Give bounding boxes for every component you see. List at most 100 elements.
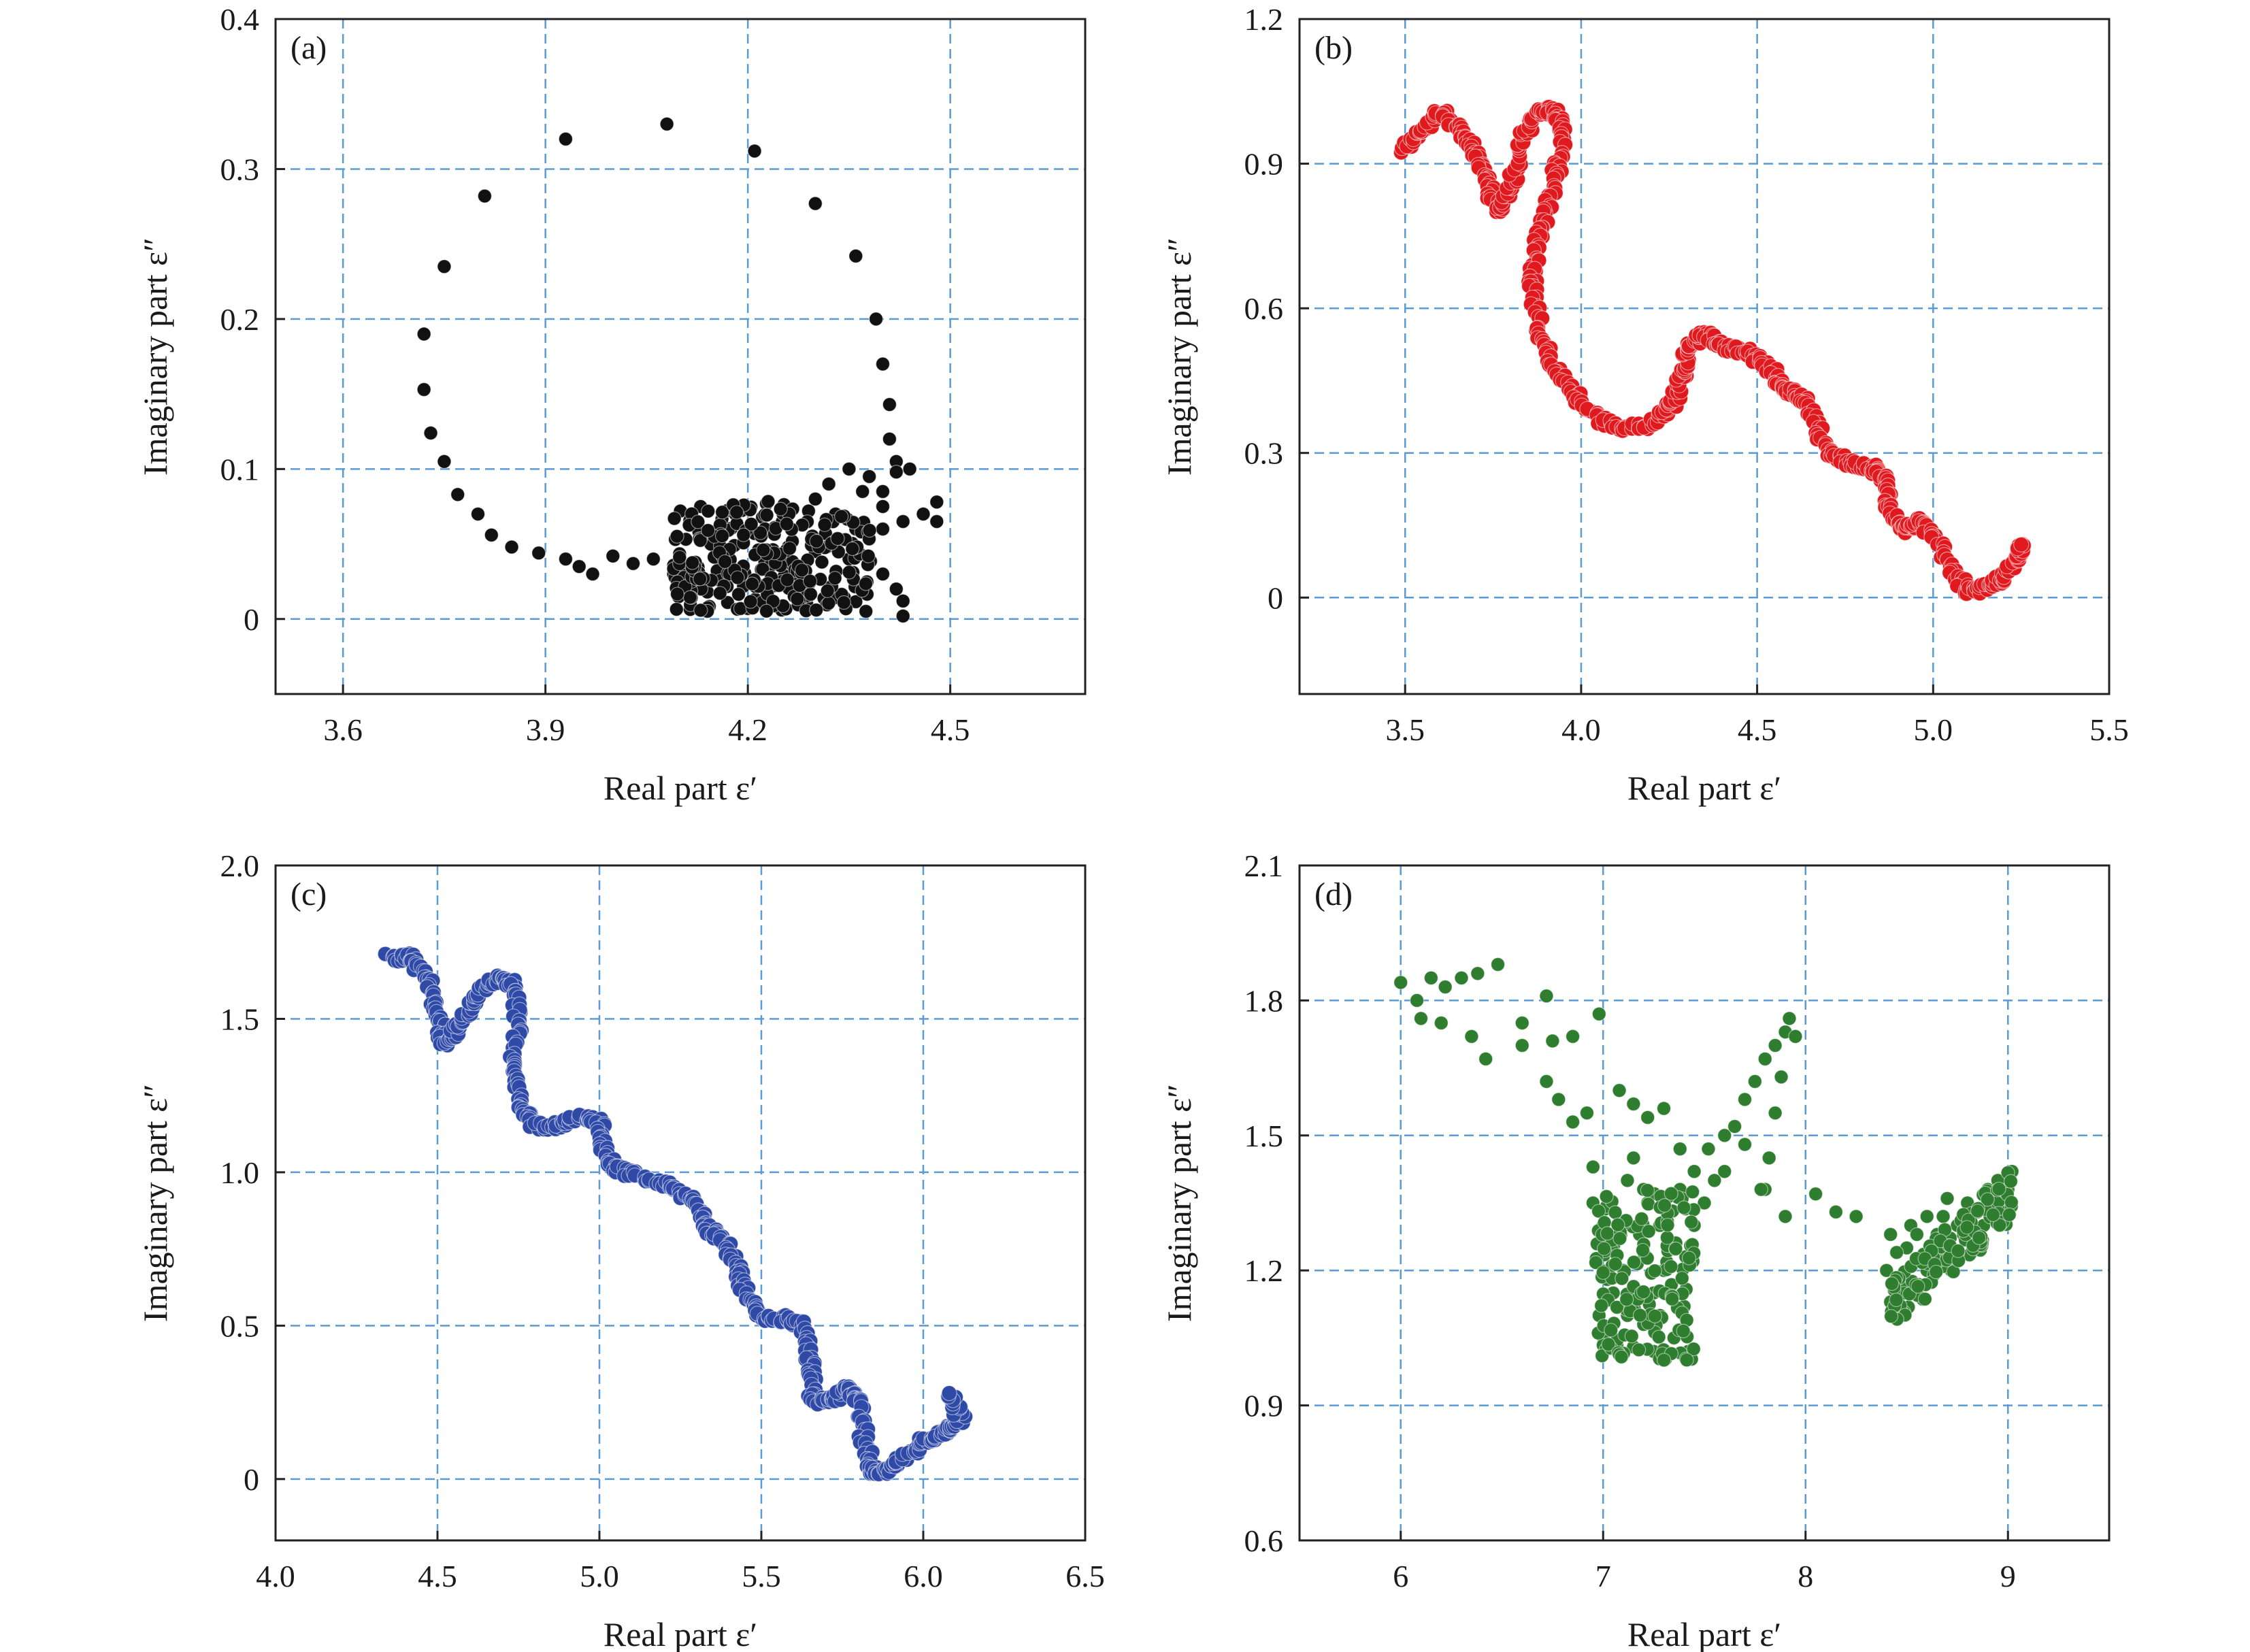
data-point (1619, 1292, 1634, 1307)
data-point (2002, 1207, 2017, 1222)
data-point (845, 541, 860, 557)
data-point (437, 454, 452, 469)
data-point (836, 595, 851, 610)
data-point (693, 603, 708, 618)
data-point (1940, 1191, 1955, 1206)
data-point (1614, 1349, 1629, 1364)
data-point (1681, 1251, 1697, 1266)
data-point (572, 559, 586, 574)
y-axis-label: Imaginary part ε″ (136, 1084, 174, 1322)
plot-frame (1298, 864, 2111, 1542)
data-point (875, 499, 891, 514)
data-point (780, 572, 795, 587)
x-tick-label: 3.6 (323, 712, 363, 747)
data-point (1594, 1298, 1609, 1313)
x-tick-label: 4.5 (931, 712, 970, 747)
data-point (558, 551, 574, 567)
data-point (659, 116, 674, 131)
data-point (761, 494, 776, 509)
data-point (1651, 1329, 1666, 1344)
data-point (646, 551, 661, 567)
x-tick-label: 5.5 (2089, 712, 2129, 747)
y-axis-label: Imaginary part ε″ (136, 237, 174, 476)
data-point (889, 582, 904, 597)
data-point (1959, 1220, 1974, 1235)
x-tick-label: 4.0 (256, 1559, 295, 1593)
plot-frame (1298, 18, 2111, 695)
data-point (842, 461, 857, 476)
data-point (941, 1385, 957, 1402)
data-point (794, 563, 810, 578)
data-point (848, 248, 863, 263)
data-point (1849, 1209, 1864, 1224)
data-point (1640, 1183, 1655, 1198)
data-point (756, 542, 771, 557)
x-tick-label: 4.0 (1561, 712, 1601, 747)
data-point (862, 469, 877, 484)
data-point (929, 495, 944, 510)
y-tick-label: 0.3 (1244, 436, 1284, 471)
data-point (1609, 1300, 1625, 1315)
y-tick-label: 0.1 (220, 452, 260, 486)
data-point (882, 397, 897, 412)
data-point (875, 567, 891, 582)
panel-a: 3.6 3.9 4.2 4.5 0 0.1 0.2 0.3 0.4 (a) Real part ε′… (136, 2, 1087, 807)
data-point (712, 586, 727, 601)
panel-c: 4.0 4.5 5.0 5.5 6.0 6.5 0 0.5 1.0 1.5 2.0 (c) Real p… (136, 848, 1105, 1652)
data-point (827, 571, 842, 586)
data-point (1470, 966, 1485, 981)
data-point (685, 555, 700, 570)
data-point (1883, 1227, 1898, 1242)
data-point (1788, 1029, 1803, 1044)
data-point (808, 491, 823, 507)
data-point (1636, 1285, 1651, 1300)
data-point (715, 505, 730, 520)
data-point (1393, 975, 1408, 990)
data-point (669, 529, 684, 544)
data-point (693, 572, 708, 587)
data-point (753, 525, 768, 540)
data-point (882, 431, 897, 446)
data-point (1768, 1106, 1783, 1121)
data-point (808, 196, 823, 211)
panel-d: 6 7 8 9 0.6 0.9 1.2 1.5 1.8 2.1 (d) Real part ε′ Ima… (1160, 848, 2111, 1652)
data-point (875, 357, 891, 371)
data-point (736, 527, 751, 542)
data-point (701, 503, 716, 518)
data-point (1828, 1204, 1843, 1219)
data-point (1539, 989, 1554, 1004)
data-point (416, 327, 431, 342)
data-point (1659, 1230, 1674, 1245)
plot-frame (274, 18, 1087, 695)
data-point (1660, 1217, 1675, 1233)
y-tick-label: 0 (1268, 580, 1283, 615)
data-point (423, 425, 438, 441)
data-point (1626, 1255, 1642, 1270)
data-point (672, 550, 687, 565)
y-tick-label: 0.9 (1244, 147, 1284, 182)
plot-frame (274, 864, 1087, 1542)
data-point (1647, 1263, 1662, 1278)
data-point (1612, 1083, 1627, 1098)
data-point (1515, 1038, 1529, 1053)
panel-label: (d) (1314, 876, 1353, 912)
data-point (916, 506, 931, 522)
y-tick-label: 1.8 (1244, 983, 1284, 1018)
data-point (1761, 1151, 1776, 1166)
data-point (744, 576, 760, 591)
x-axis-label: Real part ε′ (1627, 769, 1781, 807)
data-point (1610, 1217, 1625, 1232)
data-point (830, 531, 845, 546)
data-point (743, 594, 758, 609)
data-point (1566, 1029, 1581, 1044)
y-tick-label: 0 (244, 602, 259, 637)
data-point (809, 533, 824, 548)
data-point (1647, 1308, 1662, 1323)
data-point (1970, 1204, 1985, 1219)
data-point (730, 570, 745, 585)
data-point (1889, 1245, 1904, 1260)
data-point (1551, 1092, 1566, 1107)
data-point (1566, 1114, 1581, 1129)
data-point (1664, 1259, 1678, 1274)
